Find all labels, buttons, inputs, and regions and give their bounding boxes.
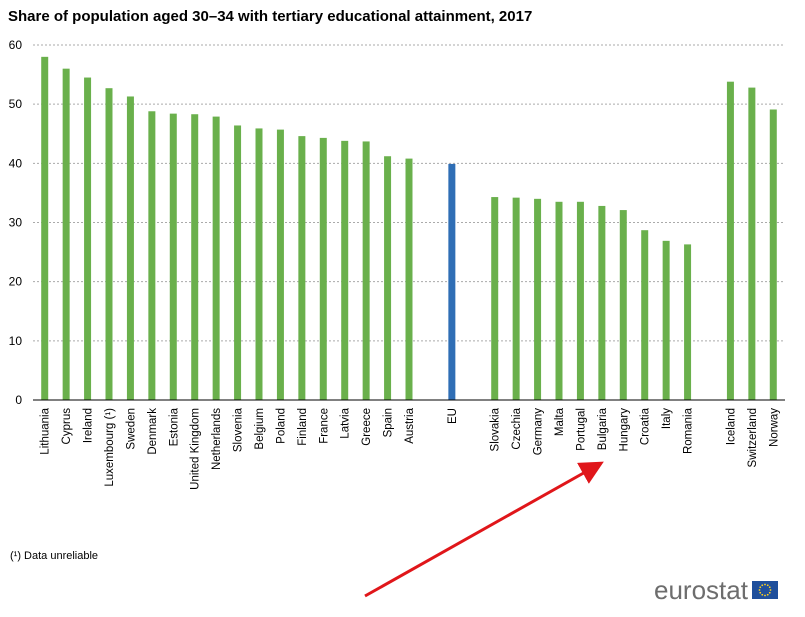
x-tick-label: Finland [297, 408, 309, 446]
annotation-arrow [364, 461, 604, 598]
x-tick-label: Latvia [340, 407, 352, 438]
red-arrow [364, 461, 604, 598]
x-tick-label: Belgium [254, 408, 266, 450]
bar-united-kingdom [191, 114, 199, 400]
x-tick-label: Italy [661, 408, 673, 429]
x-tick-label: Romania [683, 407, 695, 454]
x-tick-label: Slovenia [233, 407, 245, 452]
x-tick-label: Germany [533, 408, 545, 456]
bar-malta [555, 201, 563, 400]
x-tick-label: Estonia [168, 407, 180, 446]
bar-luxembourg [105, 88, 113, 401]
x-tick-label: Cyprus [61, 408, 73, 445]
bar-switzerland [748, 87, 756, 400]
bar-belgium [255, 128, 263, 401]
bar-latvia [341, 140, 349, 400]
bar-slovenia [234, 125, 242, 400]
x-tick-label: Lithuania [40, 407, 52, 454]
bar-lithuania [41, 56, 49, 400]
x-tick-label: Bulgaria [597, 407, 609, 450]
bar-eu [448, 163, 456, 400]
x-tick-label: Czechia [511, 407, 523, 449]
bar-portugal [576, 201, 584, 400]
bar-estonia [169, 113, 177, 400]
bars [41, 56, 777, 401]
bar-czechia [512, 197, 520, 400]
bar-norway [769, 109, 777, 400]
x-tick-label: Greece [361, 408, 373, 446]
x-tick-label: Luxembourg (¹) [104, 408, 116, 487]
bar-germany [534, 198, 542, 400]
bar-slovakia [491, 197, 499, 400]
footnote: (¹) Data unreliable [10, 550, 99, 562]
y-axis-tick-labels: 0 10 20 30 40 50 60 [9, 38, 23, 407]
bar-cyprus [62, 68, 70, 401]
x-tick-label: Switzerland [747, 408, 759, 467]
y-tick-label: 30 [9, 216, 23, 230]
bar-netherlands [212, 116, 220, 400]
x-tick-label: Poland [275, 408, 287, 444]
bar-italy [662, 240, 670, 400]
bar-poland [276, 129, 284, 400]
bar-romania [684, 244, 692, 400]
x-axis-tick-labels: Lithuania Cyprus Ireland Luxembourg (¹) Swed… [40, 407, 781, 489]
x-tick-label: Slovakia [490, 407, 502, 451]
eu-flag-icon [751, 581, 778, 599]
x-tick-label: Denmark [147, 408, 159, 455]
y-tick-label: 60 [9, 38, 23, 52]
bar-croatia [641, 230, 649, 400]
x-tick-label: United Kingdom [190, 408, 202, 490]
x-tick-label: Norway [768, 408, 780, 447]
x-tick-label: Malta [554, 407, 566, 436]
y-tick-label: 0 [15, 393, 22, 407]
x-tick-label: Portugal [575, 408, 587, 451]
bar-hungary [619, 210, 627, 400]
x-tick-label: France [318, 408, 330, 444]
x-tick-label: Spain [383, 408, 395, 437]
x-tick-label: Hungary [618, 408, 630, 452]
y-tick-label: 40 [9, 156, 23, 170]
bar-spain [384, 156, 392, 400]
x-tick-label: Austria [404, 407, 416, 443]
bar-iceland [726, 81, 734, 400]
bar-ireland [84, 77, 92, 401]
bar-greece [362, 141, 370, 401]
bar-bulgaria [598, 205, 606, 400]
bar-sweden [126, 96, 134, 400]
chart-title: Share of population aged 30–34 with tert… [8, 8, 533, 25]
y-tick-label: 50 [9, 97, 23, 111]
x-tick-label: Sweden [125, 408, 137, 450]
x-tick-label: Croatia [640, 407, 652, 445]
x-tick-label: Iceland [725, 408, 737, 445]
bar-austria [405, 158, 413, 400]
x-tick-label: Netherlands [211, 408, 223, 470]
eurostat-logo-text: eurostat [654, 575, 748, 605]
y-tick-label: 20 [9, 275, 23, 289]
bar-france [319, 137, 327, 400]
bar-denmark [148, 111, 156, 401]
bar-finland [298, 136, 306, 400]
x-tick-label: EU [447, 408, 459, 424]
x-tick-label: Ireland [83, 408, 95, 443]
y-tick-label: 10 [9, 334, 23, 348]
eurostat-logo: eurostat [654, 576, 778, 604]
